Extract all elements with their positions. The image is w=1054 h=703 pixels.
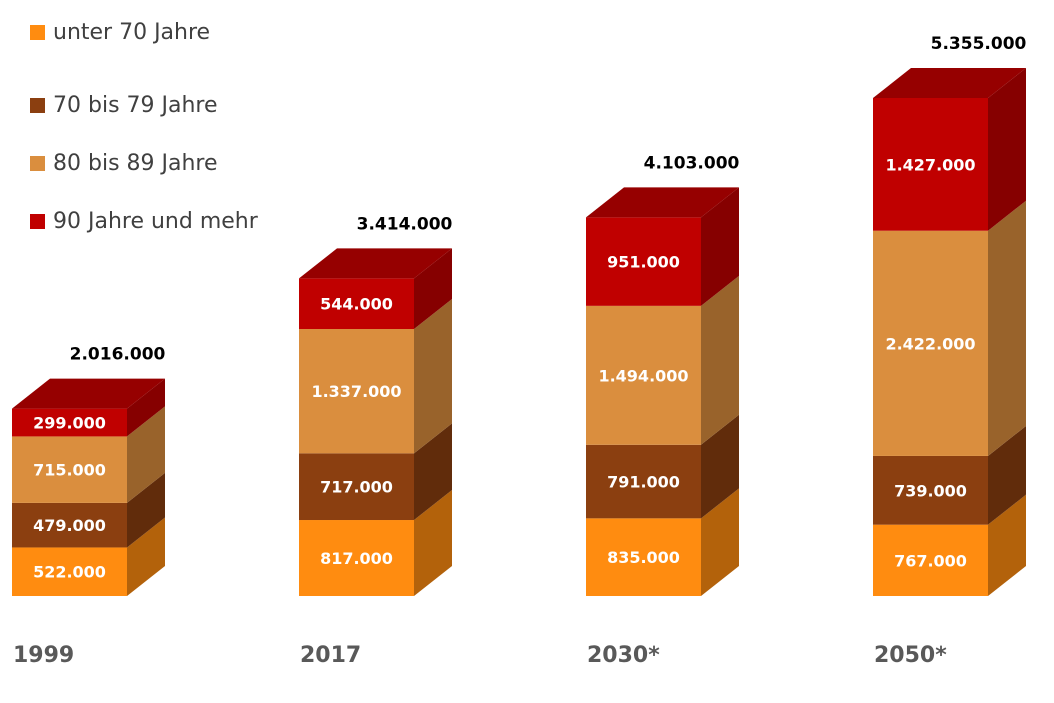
category-label: 1999 — [13, 643, 74, 668]
bar-segment-front — [299, 520, 414, 596]
segment-value-label: 835.000 — [607, 548, 680, 567]
legend-label: 80 bis 89 Jahre — [53, 150, 218, 176]
bar-segment-front — [586, 217, 701, 306]
segment-value-label: 479.000 — [33, 516, 106, 535]
bar-segment-side — [701, 488, 739, 596]
total-value-label: 3.414.000 — [357, 214, 453, 234]
bar-segment-front — [873, 230, 988, 456]
segment-value-label: 544.000 — [320, 295, 393, 314]
legend-item: 70 bis 79 Jahre — [30, 76, 258, 134]
legend-swatch — [30, 24, 45, 40]
legend-label: 70 bis 79 Jahre — [53, 92, 218, 118]
bar-segment-front — [12, 408, 127, 437]
legend-swatch — [30, 213, 45, 229]
bar-segment-side — [127, 378, 165, 437]
legend-swatch — [30, 155, 45, 171]
segment-value-label: 767.000 — [894, 551, 967, 570]
bar-top-face — [12, 378, 165, 409]
bar-segment-front — [586, 444, 701, 519]
legend-item: 90 Jahre und mehr — [30, 192, 258, 250]
total-value-label: 5.355.000 — [931, 34, 1027, 54]
bar-segment-side — [127, 517, 165, 596]
segment-value-label: 299.000 — [33, 414, 106, 433]
total-value-label: 4.103.000 — [644, 153, 740, 173]
bar-segment-side — [988, 425, 1026, 525]
segment-value-label: 739.000 — [894, 481, 967, 500]
category-label: 2017 — [300, 643, 361, 668]
bar-segment-side — [701, 187, 739, 306]
segment-value-label: 2.422.000 — [885, 334, 975, 353]
bar-top-face — [299, 248, 452, 279]
legend: unter 70 Jahre 70 bis 79 Jahre 80 bis 89… — [30, 18, 258, 250]
total-value-label: 2.016.000 — [70, 345, 166, 365]
bar-segment-side — [414, 248, 452, 330]
category-label: 2030* — [587, 643, 660, 668]
bar-segment-front — [586, 305, 701, 445]
legend-swatch — [30, 97, 45, 113]
bar-segment-side — [414, 490, 452, 596]
segment-value-label: 791.000 — [607, 473, 680, 492]
legend-item: 80 bis 89 Jahre — [30, 134, 258, 192]
segment-value-label: 522.000 — [33, 563, 106, 582]
bar-segment-side — [414, 423, 452, 521]
bar-segment-front — [873, 524, 988, 596]
segment-value-label: 1.494.000 — [598, 366, 688, 385]
segment-value-label: 715.000 — [33, 461, 106, 480]
legend-item: unter 70 Jahre — [30, 18, 258, 46]
bar-segment-side — [988, 68, 1026, 231]
bar-segment-side — [701, 414, 739, 519]
segment-value-label: 1.427.000 — [885, 155, 975, 174]
bar-segment-front — [299, 329, 414, 454]
segment-value-label: 951.000 — [607, 253, 680, 272]
bar-segment-front — [873, 455, 988, 525]
bar-segment-side — [701, 275, 739, 445]
segment-value-label: 1.337.000 — [311, 382, 401, 401]
bar-segment-side — [988, 200, 1026, 456]
bar-segment-front — [12, 436, 127, 503]
bar-segment-front — [12, 547, 127, 596]
bar-segment-front — [873, 98, 988, 231]
segment-value-label: 817.000 — [320, 549, 393, 568]
bar-segment-side — [127, 472, 165, 548]
bar-segment-side — [414, 299, 452, 454]
legend-label: unter 70 Jahre — [53, 19, 211, 45]
bar-segment-front — [299, 453, 414, 521]
bar-segment-front — [299, 278, 414, 330]
bar-segment-front — [586, 518, 701, 596]
legend-label: 90 Jahre und mehr — [53, 208, 258, 234]
bar-segment-side — [127, 406, 165, 503]
bar-top-face — [873, 68, 1026, 98]
bar-segment-front — [12, 502, 127, 548]
bar-segment-side — [988, 494, 1026, 596]
segment-value-label: 717.000 — [320, 478, 393, 497]
category-label: 2050* — [874, 643, 947, 668]
bar-top-face — [586, 187, 739, 218]
